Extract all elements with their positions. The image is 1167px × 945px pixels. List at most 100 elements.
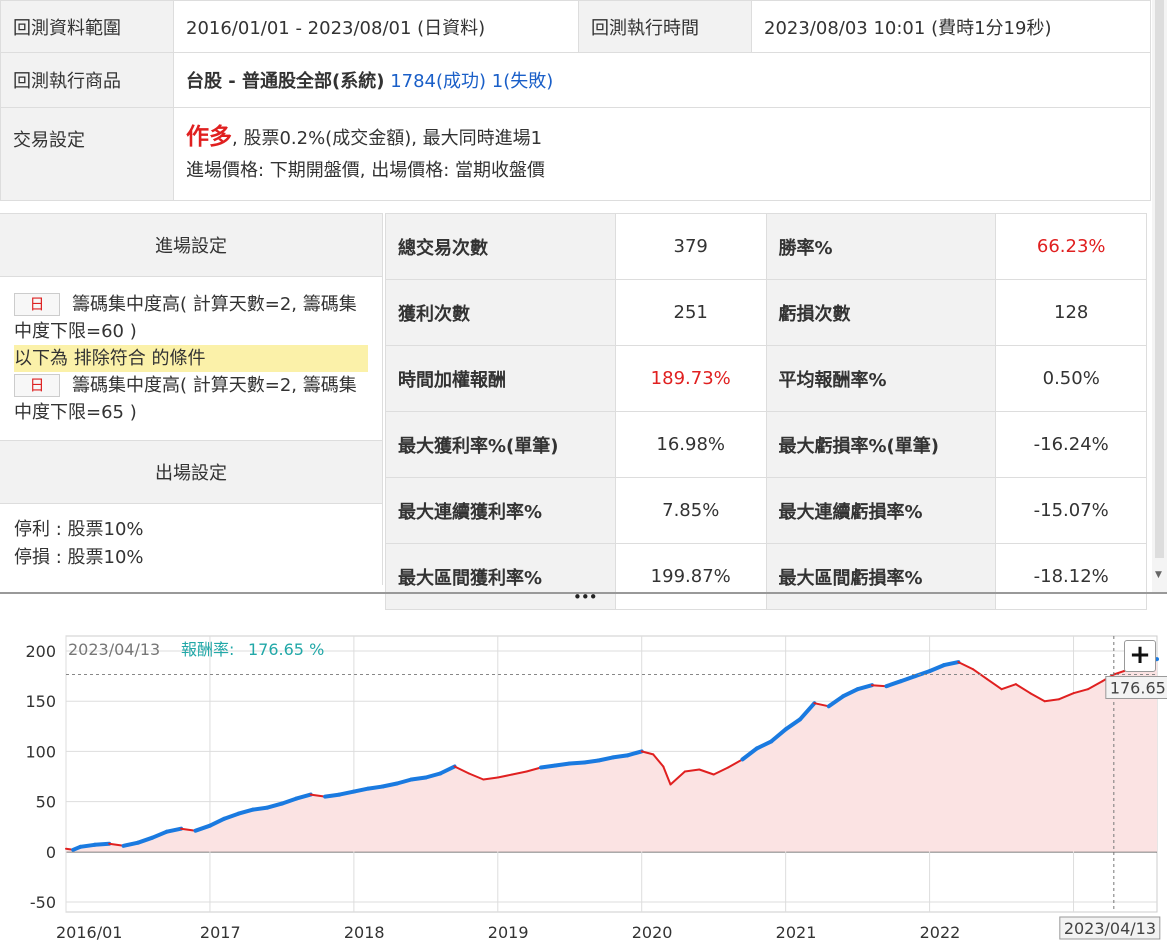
scroll-down-arrow-icon[interactable]: ▼ (1155, 570, 1162, 580)
return-line-segment (193, 823, 212, 833)
scrollbar-thumb[interactable] (1155, 0, 1164, 558)
exit-conditions: 停利 : 股票10% 停損 : 股票10% (0, 504, 382, 584)
return-line-segment (698, 768, 715, 776)
stats-row: 總交易次數 379 勝率% 66.23% (385, 213, 1147, 280)
vertical-scrollbar[interactable]: ▼ (1152, 0, 1167, 592)
return-line-segment (662, 765, 672, 786)
exec-time-label: 回測執行時間 (578, 0, 752, 53)
stats-table: 總交易次數 379 勝率% 66.23% 獲利次數 251 虧損次數 128 時間加權報酬 189… (385, 213, 1147, 610)
return-line-segment (525, 766, 542, 773)
return-line-segment (567, 760, 587, 766)
stats-row: 時間加權報酬 189.73% 平均報酬率% 0.50% (385, 345, 1147, 412)
y-tick-label: 50 (36, 793, 56, 812)
products-fail-link[interactable]: 1(失敗) (491, 71, 554, 92)
return-line-segment (957, 661, 974, 671)
stat-value: 7.85% (614, 477, 767, 544)
return-line-segment (610, 753, 630, 760)
return-line-segment (294, 792, 313, 801)
exit-settings-header: 出場設定 (0, 440, 382, 504)
backtest-summary-table: 回測資料範圍 2016/01/01 - 2023/08/01 (日資料) 回測執… (0, 0, 1151, 201)
exec-time-value: 2023/08/03 10:01 (費時1分19秒) (751, 0, 1151, 53)
x-tick-label: 2020 (632, 923, 673, 942)
stat-value: 0.50% (995, 345, 1147, 412)
range-value: 2016/01/01 - 2023/08/01 (日資料) (173, 0, 579, 53)
return-line-segment (553, 761, 572, 768)
return-line-segment (740, 746, 759, 762)
return-line-segment (927, 663, 946, 674)
return-line-segment (798, 701, 817, 722)
stat-value: 251 (614, 279, 767, 346)
stat-value: 16.98% (614, 411, 767, 478)
stat-label: 平均報酬率% (765, 345, 997, 412)
crosshair-date: 2023/04/13 (1064, 919, 1156, 938)
x-tick-label: 2018 (344, 923, 385, 942)
day-tag: 日 (14, 374, 60, 397)
entry-condition-2: 日籌碼集中度高( 計算天數=2, 籌碼集中度下限=65 ) (14, 372, 368, 426)
return-line-segment (482, 776, 499, 781)
stat-label: 總交易次數 (385, 213, 616, 280)
return-line-segment (438, 764, 457, 776)
return-line-segment (1043, 698, 1061, 703)
day-tag: 日 (14, 293, 60, 316)
return-line-segment (236, 807, 256, 816)
return-line-segment (108, 842, 125, 847)
return-line-segment (841, 687, 860, 699)
zoom-in-button[interactable]: + (1124, 640, 1156, 672)
return-line-segment (207, 816, 227, 828)
panel-resize-handle[interactable]: ••• (0, 588, 1167, 606)
return-line-segment (625, 749, 644, 758)
plus-icon: + (1129, 640, 1151, 670)
return-line-segment (395, 777, 414, 786)
return-line-segment (121, 840, 140, 848)
return-line-segment (511, 770, 528, 776)
return-line-segment (813, 702, 830, 708)
x-tick-label: 2016/01 (56, 923, 122, 942)
exclude-note: 以下為 排除符合 的條件 (14, 345, 368, 372)
range-label: 回測資料範圍 (0, 0, 174, 53)
stat-label: 獲利次數 (385, 279, 616, 346)
return-line-segment (942, 660, 961, 668)
return-line-segment (468, 772, 485, 781)
return-line-segment (351, 786, 371, 794)
y-tick-label: 150 (25, 692, 56, 711)
stats-row: 最大連續獲利率% 7.85% 最大連續虧損率% -15.07% (385, 477, 1147, 544)
return-line-segment (683, 768, 701, 773)
return-line-segment (323, 792, 342, 799)
return-line-segment (712, 766, 730, 776)
crosshair-value-box (1105, 675, 1167, 699)
trade-detail: , 股票0.2%(成交金額), 最大同時進場1 (232, 128, 543, 149)
stat-label: 最大區間獲利率% (385, 543, 616, 610)
stats-row: 最大區間獲利率% 199.87% 最大區間虧損率% -18.12% (385, 543, 1147, 610)
stat-label: 虧損次數 (765, 279, 997, 346)
return-line-segment (136, 835, 155, 845)
stat-label: 最大連續獲利率% (385, 477, 616, 544)
crosshair-date-box (1059, 916, 1161, 940)
trade-label: 交易設定 (0, 107, 174, 201)
stat-value: 379 (614, 213, 767, 280)
return-line-segment (669, 770, 686, 786)
return-line-segment (783, 717, 803, 732)
products-success-link[interactable]: 1784(成功) (390, 71, 487, 92)
entry-settings-header: 進場設定 (0, 213, 382, 277)
products-value: 台股 - 普通股全部(系統) 1784(成功) 1(失敗) (173, 52, 1151, 108)
return-line-segment (652, 753, 665, 768)
entry-exit-panel: 進場設定 日籌碼集中度高( 計算天數=2, 籌碼集中度下限=60 ) 以下為 排… (0, 213, 383, 585)
return-line-segment (222, 811, 241, 821)
return-line-segment (337, 789, 356, 797)
take-profit: 停利 : 股票10% (14, 519, 144, 540)
return-line-segment (409, 775, 428, 782)
drag-dots-icon[interactable]: ••• (573, 588, 598, 606)
tooltip-date: 2023/04/13 (68, 640, 160, 659)
return-line-segment (539, 763, 558, 770)
x-tick-label: 2021 (776, 923, 817, 942)
return-line-segment (265, 801, 284, 810)
return-line-segment (769, 727, 788, 744)
stat-label: 時間加權報酬 (385, 345, 616, 412)
return-line-segment (150, 829, 169, 840)
return-chart[interactable]: -50 0 50 100 150 200 2016/01 2017 2018 2019 2020 20… (0, 610, 1167, 945)
return-line-segment (279, 796, 299, 806)
stat-value: -15.07% (995, 477, 1147, 544)
return-area (66, 659, 1157, 852)
return-line-segment (180, 827, 197, 832)
return-line-segment (1000, 683, 1017, 691)
